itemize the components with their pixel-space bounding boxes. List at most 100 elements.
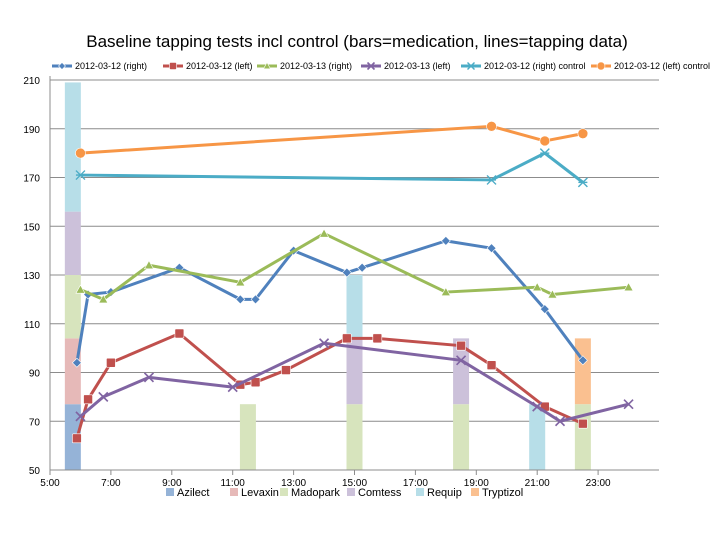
medication-bar <box>346 404 363 470</box>
data-point <box>547 289 558 299</box>
data-point <box>467 62 475 70</box>
data-point <box>486 174 497 185</box>
data-point <box>75 284 86 294</box>
data-point <box>440 235 451 246</box>
medication-bars <box>64 82 591 470</box>
data-point <box>58 62 66 70</box>
data-point <box>486 121 497 132</box>
x-tick-label: 17:00 <box>403 478 428 489</box>
y-tick-label: 50 <box>29 466 41 477</box>
legend-swatch <box>230 488 238 496</box>
x-tick-label: 5:00 <box>40 478 60 489</box>
data-point <box>440 286 451 296</box>
series-line <box>80 124 584 155</box>
data-point <box>169 62 177 70</box>
data-point <box>98 294 109 304</box>
data-point <box>456 340 466 351</box>
data-point <box>623 282 634 292</box>
data-point <box>174 328 185 339</box>
data-point <box>578 418 588 429</box>
data-point <box>357 262 368 273</box>
y-tick-label: 90 <box>29 369 41 380</box>
data-point-stroke <box>366 61 376 71</box>
series-lines <box>71 121 634 444</box>
y-tick-label: 190 <box>23 125 40 136</box>
legend-item: Levaxin <box>230 487 279 499</box>
y-tick-label: 130 <box>23 271 40 282</box>
data-point <box>75 411 86 422</box>
data-point <box>143 372 155 383</box>
legend-item: Azilect <box>166 487 209 499</box>
legend-item: 2012-03-12 (right) control <box>461 61 586 71</box>
legend-item: 2012-03-13 (right) <box>257 61 352 71</box>
data-point <box>532 401 543 412</box>
legend-item: 2012-03-12 (left) <box>163 61 253 71</box>
data-point <box>98 391 109 402</box>
data-point-stroke <box>623 399 634 410</box>
data-point <box>75 170 86 181</box>
x-tick-label: 15:00 <box>342 478 367 489</box>
legend-label: Tryptizol <box>482 487 523 499</box>
x-tick-label: 9:00 <box>162 478 182 489</box>
legend-swatch <box>280 488 288 496</box>
legend-label: 2012-03-12 (right) <box>75 61 147 71</box>
data-point <box>281 365 291 375</box>
legend-item: Comtess <box>347 487 402 499</box>
data-point <box>143 260 154 270</box>
legend-swatch <box>347 488 355 496</box>
legend-label: Requip <box>427 487 462 499</box>
data-point <box>577 177 588 188</box>
legend-label: Comtess <box>358 487 402 499</box>
data-point <box>539 304 550 315</box>
series-line <box>80 151 584 184</box>
y-tick-label: 110 <box>24 320 40 331</box>
medication-bar <box>239 404 256 470</box>
x-tick-label: 11:00 <box>221 478 246 489</box>
data-point <box>71 357 82 368</box>
data-point <box>486 243 497 254</box>
medication-bar <box>574 338 591 405</box>
medication-bar <box>453 338 470 405</box>
medication-bar <box>346 338 363 405</box>
medication-bar <box>64 275 81 339</box>
data-point <box>554 416 566 427</box>
legend-item: 2012-03-13 (left) <box>361 61 451 71</box>
medication-bar <box>346 275 363 339</box>
y-tick-label: 150 <box>23 222 40 233</box>
data-point-stroke <box>227 382 238 393</box>
data-point <box>539 135 551 147</box>
legend-label: Madopark <box>291 487 340 499</box>
data-point <box>596 61 606 71</box>
y-tick-label: 210 <box>23 76 40 87</box>
data-point <box>456 355 467 366</box>
data-point <box>235 277 246 287</box>
medication-bar <box>64 211 81 275</box>
x-tick-label: 13:00 <box>281 478 306 489</box>
data-point <box>262 61 272 70</box>
data-point <box>75 147 86 159</box>
bar-legend: Azilect Levaxin Madopark Comtess Requip Trypt… <box>166 487 523 499</box>
data-point <box>539 148 550 159</box>
data-point <box>366 61 376 71</box>
legend-label: 2012-03-12 (left) control <box>614 61 710 71</box>
legend-label: 2012-03-13 (right) <box>280 61 352 71</box>
data-point <box>235 294 246 305</box>
series-2012-03-13-left- <box>75 338 634 427</box>
axes: 50 70 90 110 130 150 170 190 210 5:00 7:00 9:00 11:0… <box>23 76 659 489</box>
x-tick-label: 7:00 <box>101 478 121 489</box>
data-point <box>623 399 634 410</box>
series-2012-03-13-right- <box>75 228 634 304</box>
medication-bar <box>453 404 470 470</box>
data-point <box>227 382 238 393</box>
data-point <box>341 267 352 278</box>
legend-swatch <box>416 488 424 496</box>
data-point-stroke <box>532 401 543 412</box>
legend-item: Madopark <box>280 487 340 499</box>
series-2012-03-12-right-control <box>75 148 588 188</box>
data-point-stroke <box>456 355 467 366</box>
legend-label: 2012-03-12 (right) control <box>484 61 586 71</box>
legend-item: 2012-03-12 (left) control <box>591 61 710 71</box>
x-tick-label: 23:00 <box>586 478 611 489</box>
data-point <box>83 394 93 405</box>
